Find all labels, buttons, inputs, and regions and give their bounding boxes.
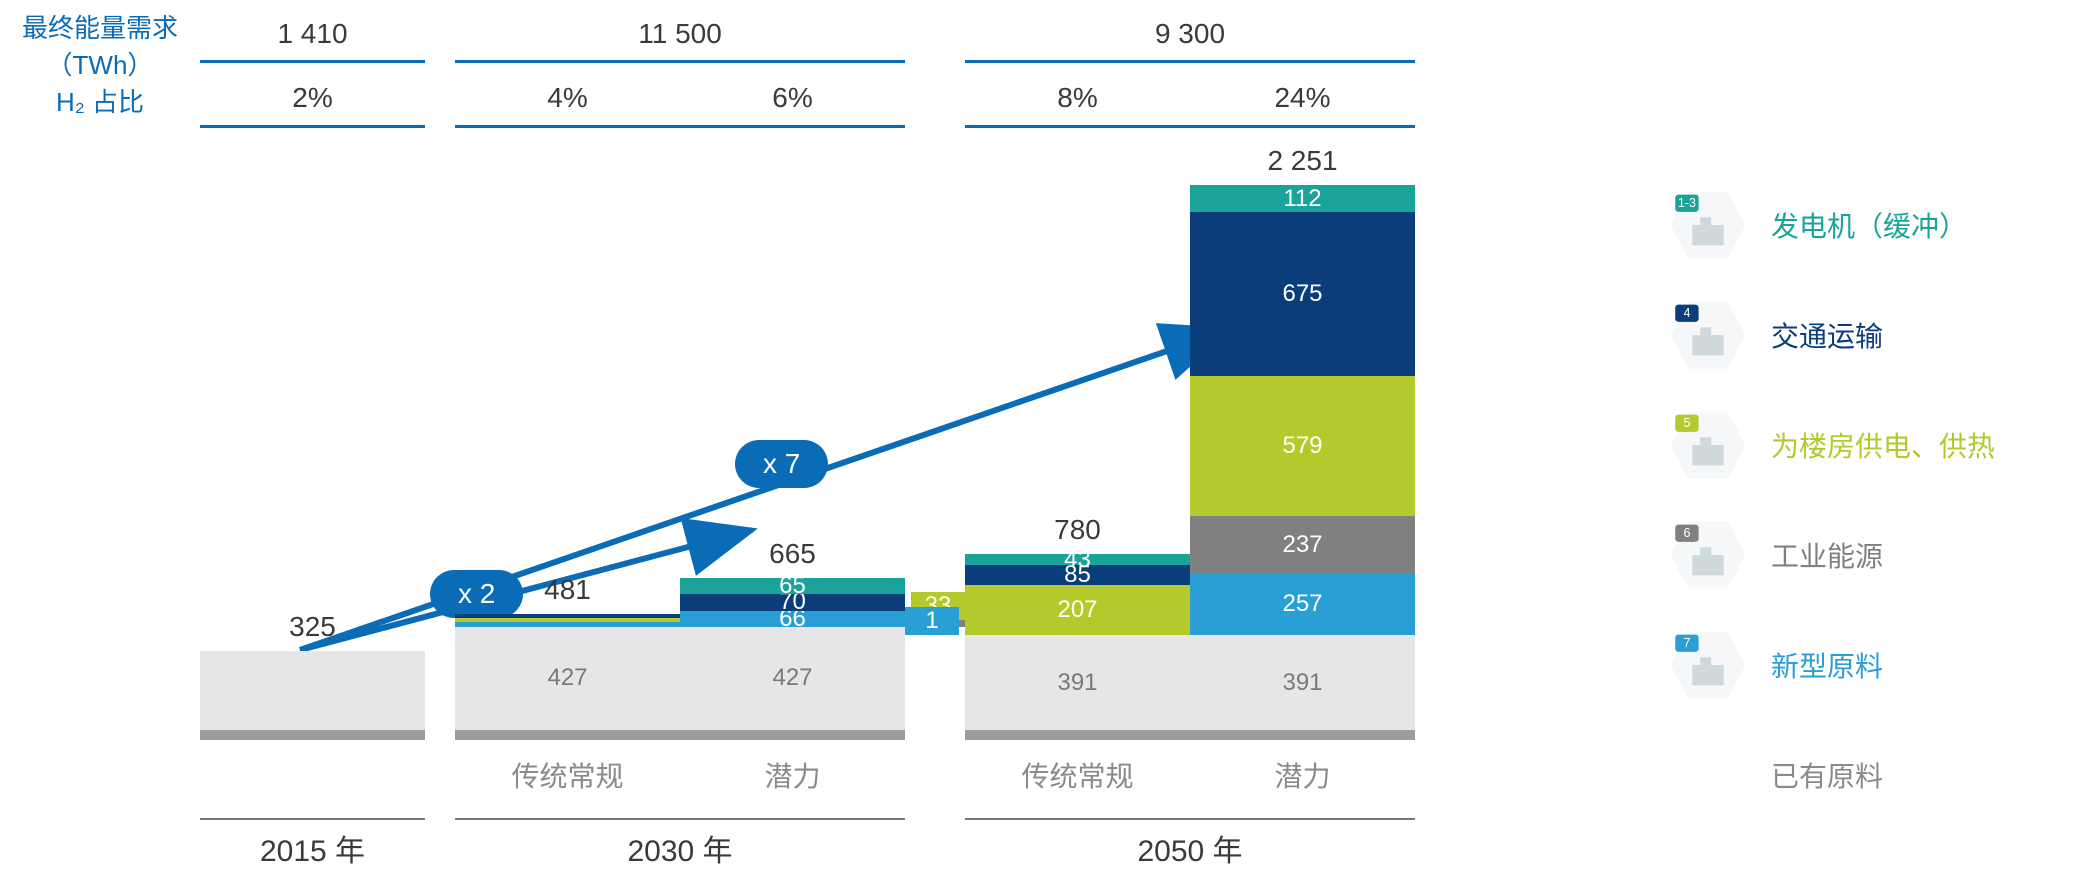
legend-label-4: 新型原料 (1771, 645, 1883, 685)
legend-row-1: 4 交通运输 (1669, 300, 2049, 370)
legend-hex-icon: 1-3 (1669, 190, 1747, 260)
legend-hex-icon: 4 (1669, 300, 1747, 370)
legend-hex-icon: 7 (1669, 630, 1747, 700)
bar-baseline (200, 730, 425, 740)
legend-hex-icon: 6 (1669, 520, 1747, 590)
seg-b2050a-3: 43 (965, 554, 1190, 564)
bar-b2030a: 427 481 (455, 569, 680, 740)
seg-b2050b-0: 391 (1190, 635, 1415, 730)
row1-label-b: （TWh） (0, 45, 200, 82)
legend-label-2: 为楼房供电、供热 (1771, 425, 1995, 465)
bar-baseline (965, 730, 1190, 740)
sep (200, 60, 425, 63)
row1-2030: 11 500 (455, 18, 905, 50)
total-b2015: 325 (200, 611, 425, 643)
bar-baseline (680, 730, 905, 740)
seg-b2050b-4: 675 (1190, 212, 1415, 375)
row1-label-a: 最终能量需求 (0, 8, 200, 45)
year-sep (965, 818, 1415, 820)
legend-row-2: 5 为楼房供电、供热 (1669, 410, 2049, 480)
total-b2050b: 2 251 (1190, 145, 1415, 177)
row1-2015: 1 410 (200, 18, 425, 50)
svg-text:4: 4 (1683, 306, 1690, 320)
bar-b2050a: 3912078543531780 (965, 509, 1190, 740)
svg-text:1-3: 1-3 (1678, 196, 1696, 210)
svg-text:5: 5 (1683, 416, 1690, 430)
svg-text:6: 6 (1683, 526, 1690, 540)
sep (200, 125, 425, 128)
seg-b2050b-2: 237 (1190, 516, 1415, 573)
bar-baseline (455, 730, 680, 740)
row2-label-text: H₂ 占比 (56, 87, 144, 117)
row2-2050a: 8% (965, 82, 1190, 114)
sep (965, 125, 1415, 128)
row2-2030b: 6% (680, 82, 905, 114)
sep (455, 125, 905, 128)
year-2015: 2015 年 (200, 826, 425, 870)
legend-row-4: 7 新型原料 (1669, 630, 2049, 700)
seg-b2050b-3: 579 (1190, 376, 1415, 516)
row2-2050b: 24% (1190, 82, 1415, 114)
legend-label-3: 工业能源 (1771, 535, 1883, 575)
legend-label-0: 发电机（缓冲） (1771, 205, 1967, 245)
legend-label-5: 已有原料 (1771, 755, 1883, 795)
total-b2050a: 780 (965, 514, 1190, 546)
legend-hex-icon (1669, 740, 1747, 810)
year-sep (455, 818, 905, 820)
cat-2050b: 潜力 (1190, 755, 1415, 795)
row2-label: H₂ 占比 (0, 82, 200, 119)
legend-hex-icon: 5 (1669, 410, 1747, 480)
seg-b2030a-2 (455, 618, 680, 622)
row1-label: 最终能量需求 （TWh） (0, 8, 200, 82)
cat-2050a: 传统常规 (965, 755, 1190, 795)
seg-b2050a-1: 207 (965, 585, 1190, 635)
arrow-x7-pill: x 7 (735, 440, 828, 488)
sep (455, 60, 905, 63)
row2-2015: 2% (200, 82, 425, 114)
legend-row-0: 1-3 发电机（缓冲） (1669, 190, 2049, 260)
total-b2030a: 481 (455, 574, 680, 606)
seg-b2050b-5: 112 (1190, 185, 1415, 212)
bar-baseline (1190, 730, 1415, 740)
legend: 1-3 发电机（缓冲） 4 交通运输 5 为楼房供电、供热 6 工业能源 7 新型原料已有原料 (1669, 190, 2049, 850)
row2-2030a: 4% (455, 82, 680, 114)
cat-2030a: 传统常规 (455, 755, 680, 795)
year-sep (200, 818, 425, 820)
legend-row-3: 6 工业能源 (1669, 520, 2049, 590)
seg-b2050b-1: 257 (1190, 573, 1415, 635)
seg-b2030b-0: 427 (680, 627, 905, 730)
seg-b2015-0 (200, 651, 425, 730)
legend-row-5: 已有原料 (1669, 740, 2049, 810)
svg-text:7: 7 (1683, 636, 1690, 650)
year-2030: 2030 年 (455, 826, 905, 870)
seg-b2050a-0: 391 (965, 635, 1190, 730)
row1-2050: 9 300 (965, 18, 1415, 50)
cat-2030b: 潜力 (680, 755, 905, 795)
bar-b2030b: 427667065833665 (680, 533, 905, 740)
sep (965, 60, 1415, 63)
sidel-b2050a-0: 1 (905, 607, 959, 635)
legend-label-1: 交通运输 (1771, 315, 1883, 355)
bar-b2015: 325 (200, 606, 425, 740)
year-2050: 2050 年 (965, 826, 1415, 870)
seg-b2030a-0: 427 (455, 627, 680, 730)
total-b2030b: 665 (680, 538, 905, 570)
seg-b2030a-3 (455, 614, 680, 618)
seg-b2030b-3: 65 (680, 578, 905, 594)
seg-b2030a-1 (455, 622, 680, 626)
bar-b2050b: 391257237579675112 2 251 (1190, 140, 1415, 740)
